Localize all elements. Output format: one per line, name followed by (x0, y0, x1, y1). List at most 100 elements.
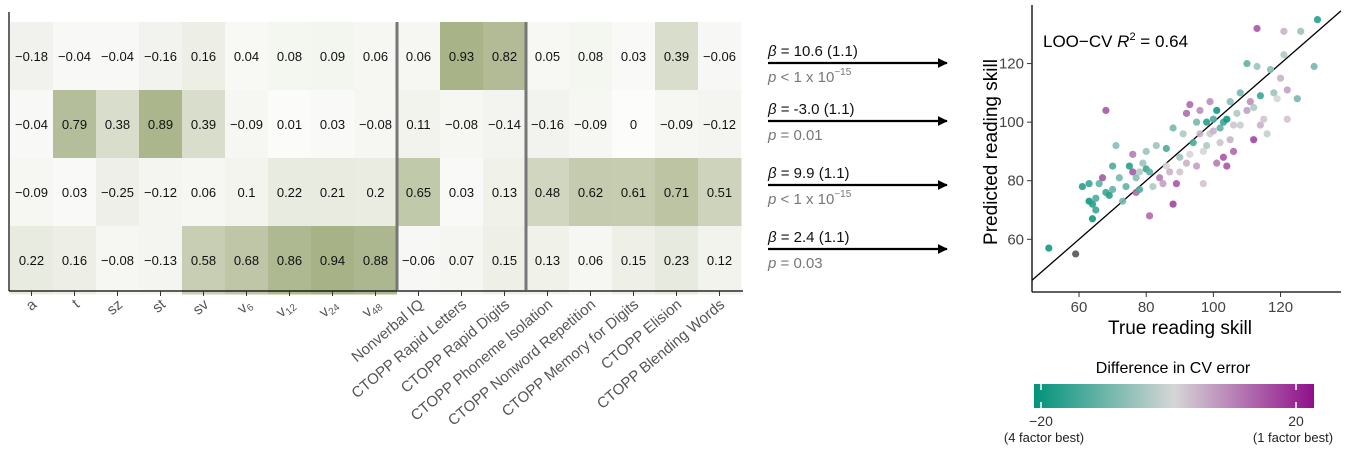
scatter-point (1256, 92, 1264, 100)
scatter-point (1169, 200, 1177, 208)
scatter-point (1169, 124, 1177, 132)
scatter-point (1213, 159, 1221, 167)
scatter-point (1109, 162, 1117, 170)
scatter-point (1263, 130, 1271, 138)
heatmap-cell-value: −0.16 (144, 49, 177, 64)
heatmap-cell-value: −0.08 (359, 117, 392, 132)
p-value-label: p = 0.03 (767, 255, 823, 272)
heatmap-cell-value: 0.38 (105, 117, 130, 132)
heatmap-cell-value: 0.06 (191, 185, 216, 200)
scatter-point (1192, 118, 1201, 126)
scatter-point (1162, 162, 1170, 170)
scatter-point (1145, 168, 1154, 176)
heatmap-cell-value: 0.22 (19, 253, 44, 268)
scatter-point (1216, 139, 1224, 147)
heatmap-cell (96, 22, 140, 91)
scatter-point (1085, 180, 1093, 188)
scatter-point (1297, 27, 1305, 35)
heatmap-cell-value: 0.71 (664, 185, 689, 200)
scatter-point (1182, 109, 1191, 117)
heatmap-cell-value: 0.06 (363, 49, 388, 64)
scatter-point (1102, 106, 1110, 115)
heatmap-cell (268, 90, 312, 159)
scatter-point (1310, 62, 1318, 71)
heatmap-cell (526, 90, 570, 159)
heatmap-column-label: a (23, 296, 41, 315)
heatmap-cell-value: 0.48 (535, 185, 560, 200)
heatmap-cell (10, 22, 54, 91)
heatmap-cell-value: 0.51 (707, 185, 732, 200)
scatter-point (1236, 89, 1244, 97)
heatmap-column-label: v24 (316, 296, 343, 323)
scatter-point (1213, 106, 1221, 115)
heatmap-cell (53, 22, 97, 91)
colorbar-caption-right: (1 factor best) (1253, 430, 1333, 445)
heatmap-column-label: sv (190, 296, 213, 319)
heatmap-cell-value: 0.03 (449, 185, 474, 200)
heatmap-cell-value: 0.15 (621, 253, 646, 268)
heatmap-cell-value: 0.08 (578, 49, 603, 64)
heatmap-cell (483, 22, 527, 91)
scatter-point (1088, 200, 1097, 208)
scatter-annotation: LOO−CV R2 = 0.64 (1043, 31, 1188, 51)
heatmap-cell-value: 0.21 (320, 185, 345, 200)
heatmap-cell-value: 0.03 (320, 117, 345, 132)
heatmap-cell-value: 0.06 (406, 49, 431, 64)
heatmap-cell (268, 158, 312, 227)
heatmap-cell-value: −0.09 (574, 117, 607, 132)
colorbar-gradient (1034, 384, 1314, 408)
scatter-point (1092, 194, 1100, 202)
scatter-point (1088, 215, 1097, 223)
heatmap-cell-value: 0.23 (664, 253, 689, 268)
scatter-point (1226, 98, 1234, 106)
heatmap-cell (53, 90, 97, 159)
heatmap-cell-value: −0.25 (101, 185, 134, 200)
heatmap-cell (182, 90, 226, 159)
heatmap-cell-value: −0.08 (101, 253, 134, 268)
scatter-point (1179, 130, 1187, 138)
heatmap-cell (268, 22, 312, 91)
scatter-point (1253, 24, 1261, 33)
scatter-point (1142, 147, 1150, 156)
scatter-point (1098, 174, 1107, 182)
heatmap-column-label: v12 (273, 296, 300, 323)
scatter-y-tick-label: 120 (999, 56, 1024, 73)
scatter-point (1236, 121, 1244, 129)
heatmap-cell (354, 22, 398, 91)
heatmap-cell (612, 90, 656, 159)
heatmap-cell (397, 226, 441, 295)
heatmap-cell (698, 226, 742, 295)
heatmap-cell-value: 0.86 (277, 253, 302, 268)
heatmap-cell (311, 158, 355, 227)
scatter-point (1223, 162, 1231, 170)
heatmap-cell (612, 226, 656, 295)
heatmap-cell-value: 0.15 (492, 253, 517, 268)
heatmap-cell-value: 0.94 (320, 253, 345, 268)
scatter-point (1166, 168, 1174, 176)
scatter-point (1246, 98, 1254, 106)
colorbar-caption-left: (4 factor best) (1004, 430, 1084, 445)
scatter-point (1186, 100, 1194, 109)
heatmap-cell (139, 226, 183, 295)
heatmap-cell (225, 22, 269, 91)
scatter-point (1283, 86, 1291, 94)
scatter-point (1226, 136, 1234, 144)
heatmap-cell (311, 226, 355, 295)
scatter-x-tick-label: 120 (1268, 299, 1293, 316)
scatter-point (1273, 95, 1281, 103)
scatter-x-tick-label: 80 (1138, 299, 1155, 316)
heatmap-cell (139, 158, 183, 227)
heatmap-cell (655, 22, 699, 91)
heatmap-cell (655, 158, 699, 227)
scatter-point (1135, 185, 1144, 194)
scatter-point (1182, 159, 1191, 167)
scatter-point (1260, 115, 1268, 123)
beta-label: β = -3.0 (1.1) (767, 101, 855, 118)
heatmap-cell-value: −0.12 (144, 185, 177, 200)
heatmap-cell (139, 90, 183, 159)
scatter-point (1243, 59, 1251, 68)
scatter-point (1072, 250, 1080, 258)
heatmap-cell-value: 0.03 (621, 49, 646, 64)
heatmap-cell (354, 158, 398, 227)
